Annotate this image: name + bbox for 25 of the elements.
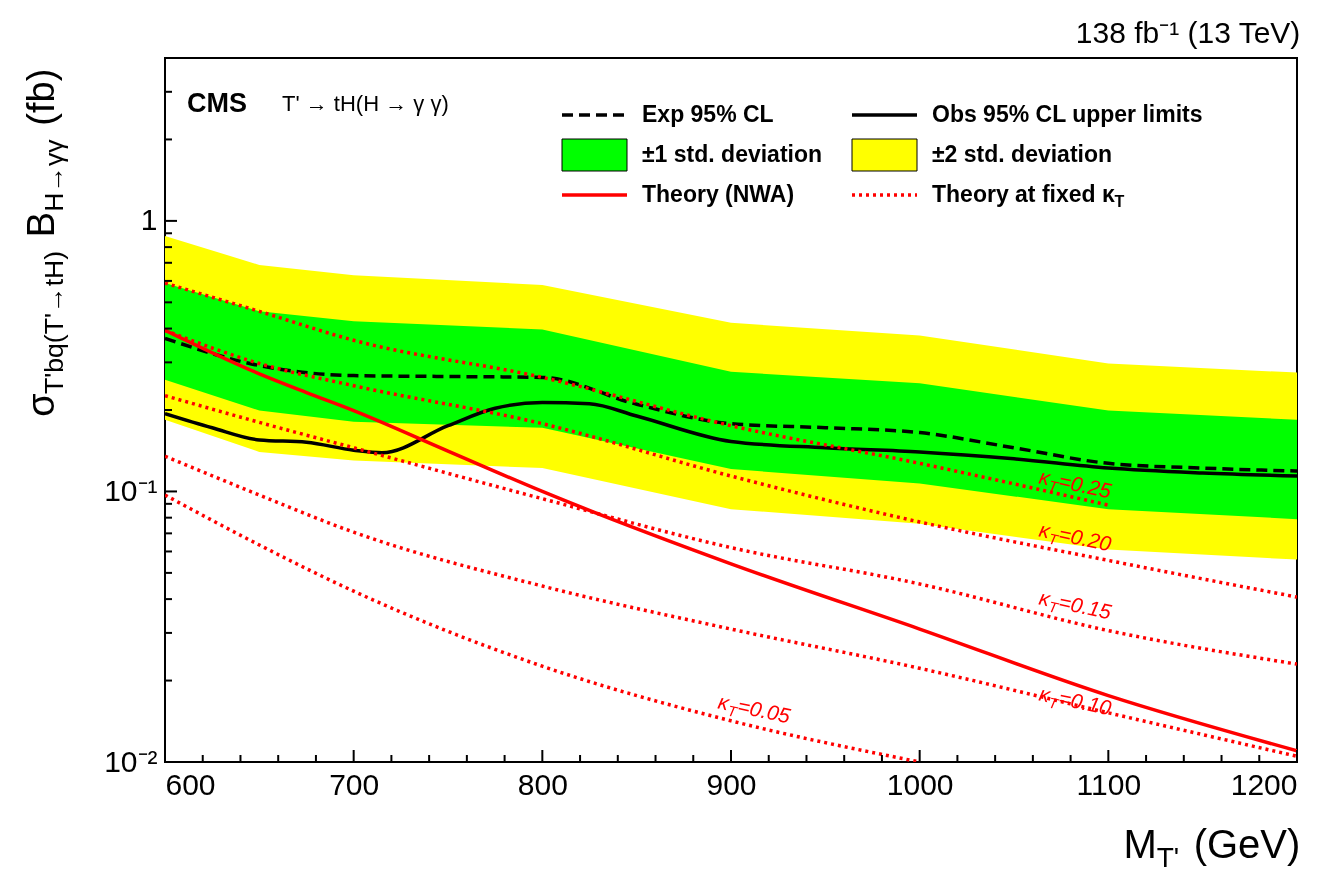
y-tick-label: 10⁻² [104,744,158,778]
annotation: κT=0.25 [1037,464,1114,503]
chart-title: 138 fb⁻¹ (13 TeV) [1075,16,1301,49]
annotation: κT=0.05 [716,689,793,728]
annotation: CMS [187,88,247,118]
line-series [165,281,1111,507]
annotation: T' → tH(H → γ γ) [282,91,449,116]
x-tick-label: 700 [329,767,380,801]
x-tick-label: 800 [517,767,568,801]
x-tick-label: 900 [706,767,757,801]
annotation: κT=0.15 [1037,585,1114,624]
x-tick-label: 1000 [886,767,954,801]
line-series [165,454,1297,759]
legend-label: ±1 std. deviation [642,141,823,167]
legend-label: Exp 95% CL [642,101,774,127]
y-tick-label: 10⁻¹ [104,473,158,507]
x-tick-label: 1200 [1230,767,1298,801]
legend-label: Theory (NWA) [642,181,795,207]
legend-label: Obs 95% CL upper limits [932,101,1203,127]
x-tick-label: 1100 [1076,767,1142,801]
x-tick-label: 600 [165,767,216,801]
y-axis-title: σT'bq(T'→tH) BH→γγ (fb) [20,68,70,417]
legend-label: ±2 std. deviation [932,141,1113,167]
y-tick-label: 1 [140,203,158,237]
annotation: κT=0.20 [1037,517,1114,556]
